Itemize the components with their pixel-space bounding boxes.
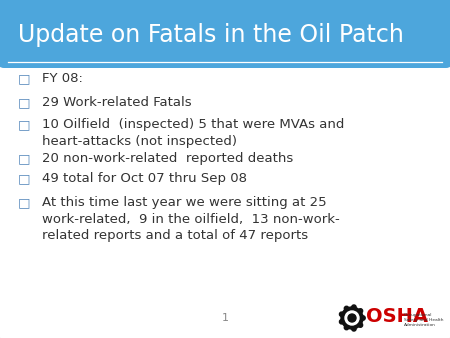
Text: □: □ — [18, 152, 31, 165]
Circle shape — [344, 306, 349, 311]
Circle shape — [352, 327, 356, 331]
Circle shape — [339, 319, 344, 324]
Circle shape — [358, 309, 363, 313]
Text: Occupational
Safety and Health
Administration: Occupational Safety and Health Administr… — [404, 313, 444, 327]
Text: □: □ — [18, 172, 31, 185]
Circle shape — [344, 325, 349, 330]
Text: 10 Oilfield  (inspected) 5 that were MVAs and
heart-attacks (not inspected): 10 Oilfield (inspected) 5 that were MVAs… — [42, 118, 344, 147]
Text: 29 Work-related Fatals: 29 Work-related Fatals — [42, 96, 192, 109]
Text: FY 08:: FY 08: — [42, 72, 83, 85]
Circle shape — [352, 305, 356, 309]
Text: □: □ — [18, 118, 31, 131]
Circle shape — [348, 314, 356, 322]
Text: Update on Fatals in the Oil Patch: Update on Fatals in the Oil Patch — [18, 23, 404, 47]
Circle shape — [361, 316, 365, 320]
FancyBboxPatch shape — [0, 0, 450, 68]
Circle shape — [339, 312, 344, 316]
Text: OSHA: OSHA — [366, 307, 428, 325]
Text: □: □ — [18, 96, 31, 109]
Circle shape — [345, 311, 359, 325]
Text: □: □ — [18, 72, 31, 85]
Circle shape — [358, 323, 363, 327]
Circle shape — [341, 307, 363, 329]
Text: 20 non-work-related  reported deaths: 20 non-work-related reported deaths — [42, 152, 293, 165]
Bar — [4, 52, 446, 64]
Text: At this time last year we were sitting at 25
work-related,  9 in the oilfield,  : At this time last year we were sitting a… — [42, 196, 340, 242]
Text: 1: 1 — [221, 313, 229, 323]
Text: 49 total for Oct 07 thru Sep 08: 49 total for Oct 07 thru Sep 08 — [42, 172, 247, 185]
Text: □: □ — [18, 196, 31, 209]
